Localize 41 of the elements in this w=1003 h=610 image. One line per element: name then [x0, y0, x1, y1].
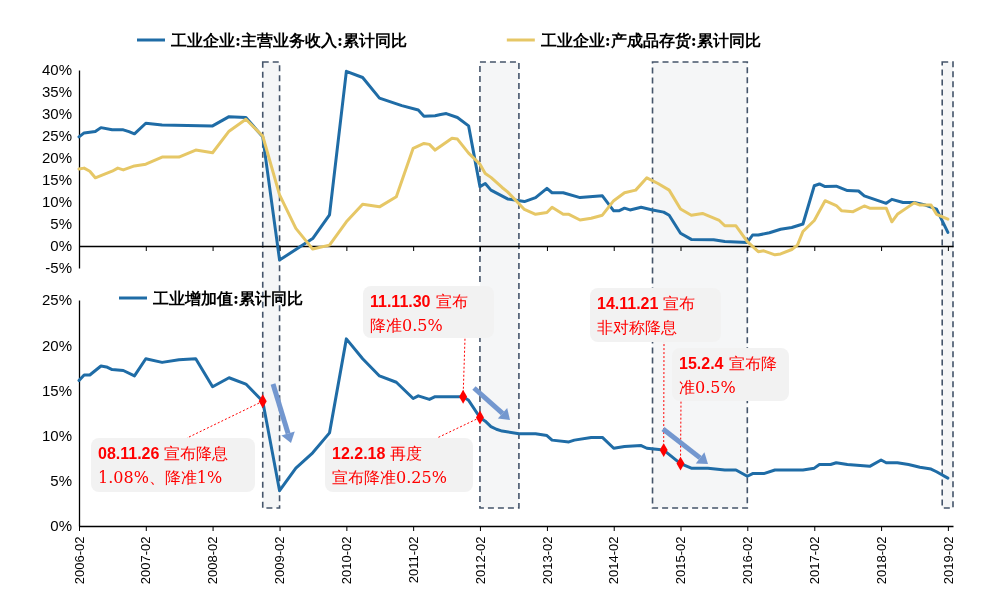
y-tick-label: 10% [41, 193, 72, 211]
annotation: 08.11.26 宣布降息1.08%、降准1% [98, 444, 229, 487]
y-tick-label: 5% [50, 472, 72, 490]
y-tick-label: 0% [50, 517, 72, 535]
x-tick-label: 2008-02 [205, 536, 221, 585]
legend-label: 工业增加值:累计同比 [152, 288, 303, 308]
annotation: 14.11.21 宣布非对称降息 [597, 294, 696, 337]
x-tick-label: 2013-02 [539, 536, 555, 585]
line-series [77, 69, 950, 262]
y-tick-label: 20% [41, 149, 72, 167]
y-tick-label: -5% [45, 259, 72, 277]
legend-label: 工业企业:主营业务收入:累计同比 [170, 30, 407, 50]
y-tick-label: 25% [41, 291, 72, 309]
annotation: 12.2.18 再度宣布降准0.25% [332, 444, 447, 487]
x-tick-label: 2016-02 [739, 536, 755, 585]
y-tick-label: 30% [41, 105, 72, 123]
x-tick-label: 2011-02 [405, 536, 421, 584]
y-tick-label: 15% [41, 171, 72, 189]
y-tick-label: 15% [41, 381, 72, 399]
x-tick-label: 2012-02 [472, 536, 488, 585]
legend-label: 工业企业:产成品存货:累计同比 [539, 30, 761, 50]
x-tick-label: 2007-02 [138, 536, 154, 585]
x-tick-label: 2014-02 [606, 536, 622, 585]
annotation: 15.2.4 宣布降准0.5% [679, 354, 777, 397]
y-tick-label: 0% [50, 237, 72, 255]
y-tick-label: 40% [41, 61, 72, 79]
x-tick-label: 2009-02 [272, 536, 288, 585]
line-series [77, 117, 950, 257]
annotation: 11.11.30 宣布降准0.5% [370, 292, 468, 335]
x-tick-label: 2019-02 [940, 536, 956, 585]
x-tick-label: 2018-02 [873, 536, 889, 585]
x-tick-label: 2006-02 [71, 536, 87, 585]
line-series [77, 337, 950, 493]
y-tick-label: 20% [41, 336, 72, 354]
x-tick-label: 2015-02 [673, 536, 689, 585]
y-tick-label: 35% [41, 83, 72, 101]
x-tick-label: 2017-02 [806, 536, 822, 585]
y-tick-label: 25% [41, 127, 72, 145]
y-tick-label: 10% [41, 426, 72, 444]
x-tick-label: 2010-02 [339, 536, 355, 585]
y-tick-label: 5% [50, 215, 72, 233]
